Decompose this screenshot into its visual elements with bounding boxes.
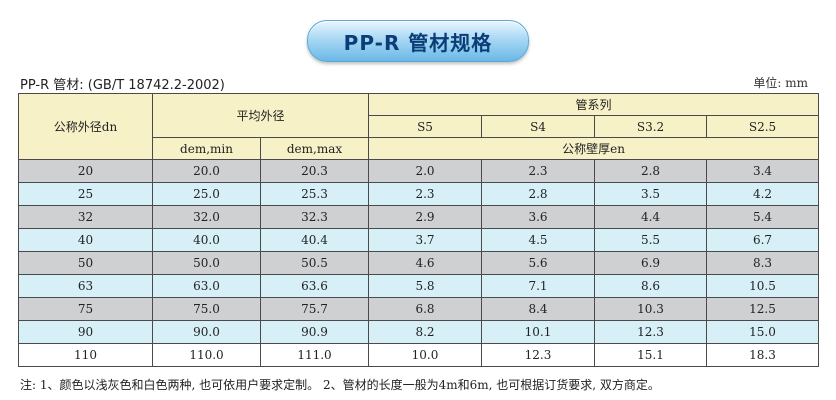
cell-dn: 40 xyxy=(18,228,153,252)
cell-s3-2: 8.6 xyxy=(594,274,708,298)
cell-dn: 50 xyxy=(18,251,153,275)
cell-dem-min: 20.0 xyxy=(152,159,261,183)
cell-s2-5: 4.2 xyxy=(706,182,820,206)
cell-s3-2: 10.3 xyxy=(594,297,708,321)
header-dem-max: dem,max xyxy=(259,137,370,160)
cell-s3-2: 4.4 xyxy=(594,205,708,229)
page-title: PP-R 管材规格 xyxy=(343,30,493,55)
header-wall-thickness: 公称壁厚en xyxy=(368,137,820,160)
cell-s2-5: 3.4 xyxy=(706,159,820,183)
cell-dem-max: 25.3 xyxy=(259,182,370,206)
cell-dn: 110 xyxy=(18,343,153,367)
cell-s3-2: 15.1 xyxy=(594,343,708,367)
cell-dem-max: 32.3 xyxy=(259,205,370,229)
cell-dem-min: 90.0 xyxy=(152,320,261,344)
table-row: 90 90.0 90.9 8.2 10.1 12.3 15.0 xyxy=(18,320,820,344)
cell-dn: 32 xyxy=(18,205,153,229)
table-row: 63 63.0 63.6 5.8 7.1 8.6 10.5 xyxy=(18,274,820,298)
header-dem-min: dem,min xyxy=(152,137,261,160)
cell-dn: 25 xyxy=(18,182,153,206)
cell-s4: 12.3 xyxy=(481,343,596,367)
cell-dn: 20 xyxy=(18,159,153,183)
standard-label: PP-R 管材: (GB/T 18742.2-2002) xyxy=(20,78,225,93)
cell-s2-5: 15.0 xyxy=(706,320,820,344)
cell-s3-2: 12.3 xyxy=(594,320,708,344)
table-row: 75 75.0 75.7 6.8 8.4 10.3 12.5 xyxy=(18,297,820,321)
cell-dem-max: 40.4 xyxy=(259,228,370,252)
cell-s5: 4.6 xyxy=(368,251,483,275)
cell-s5: 6.8 xyxy=(368,297,483,321)
cell-s2-5: 8.3 xyxy=(706,251,820,275)
cell-s5: 8.2 xyxy=(368,320,483,344)
header-series-s3-2: S3.2 xyxy=(594,115,708,138)
cell-s5: 3.7 xyxy=(368,228,483,252)
cell-s2-5: 6.7 xyxy=(706,228,820,252)
cell-dem-min: 40.0 xyxy=(152,228,261,252)
cell-dem-min: 25.0 xyxy=(152,182,261,206)
cell-dem-max: 20.3 xyxy=(259,159,370,183)
cell-s2-5: 18.3 xyxy=(706,343,820,367)
cell-s2-5: 10.5 xyxy=(706,274,820,298)
header-series-s2-5: S2.5 xyxy=(706,115,820,138)
cell-dn: 90 xyxy=(18,320,153,344)
header-average-od: 平均外径 xyxy=(151,93,370,138)
cell-dem-min: 50.0 xyxy=(152,251,261,275)
table-row: 32 32.0 32.3 2.9 3.6 4.4 5.4 xyxy=(18,205,820,229)
cell-s4: 7.1 xyxy=(481,274,596,298)
header-series-s5: S5 xyxy=(368,115,483,138)
cell-dem-max: 75.7 xyxy=(259,297,370,321)
cell-s4: 2.3 xyxy=(481,159,596,183)
table-row: 40 40.0 40.4 3.7 4.5 5.5 6.7 xyxy=(18,228,820,252)
cell-s4: 3.6 xyxy=(481,205,596,229)
cell-dn: 63 xyxy=(18,274,153,298)
table-row: 20 20.0 20.3 2.0 2.3 2.8 3.4 xyxy=(18,159,820,183)
cell-s2-5: 12.5 xyxy=(706,297,820,321)
header-pipe-series: 管系列 xyxy=(368,93,820,116)
cell-dem-min: 110.0 xyxy=(152,343,261,367)
cell-s3-2: 5.5 xyxy=(594,228,708,252)
table-row: 50 50.0 50.5 4.6 5.6 6.9 8.3 xyxy=(18,251,820,275)
cell-s5: 2.9 xyxy=(368,205,483,229)
cell-s4: 2.8 xyxy=(481,182,596,206)
header-series-s4: S4 xyxy=(481,115,596,138)
cell-dem-max: 63.6 xyxy=(259,274,370,298)
cell-dem-max: 50.5 xyxy=(259,251,370,275)
cell-s5: 5.8 xyxy=(368,274,483,298)
title-banner: PP-R 管材规格 xyxy=(307,20,529,62)
footnote: 注: 1、颜色以浅灰色和白色两种, 也可依用户要求定制。 2、管材的长度一般为4… xyxy=(20,378,660,392)
cell-dem-min: 75.0 xyxy=(152,297,261,321)
cell-s3-2: 3.5 xyxy=(594,182,708,206)
cell-s3-2: 2.8 xyxy=(594,159,708,183)
cell-s2-5: 5.4 xyxy=(706,205,820,229)
cell-s5: 2.3 xyxy=(368,182,483,206)
cell-s4: 8.4 xyxy=(481,297,596,321)
cell-s5: 10.0 xyxy=(368,343,483,367)
header-nominal-od: 公称外径dn xyxy=(18,93,153,160)
table-row: 110 110.0 111.0 10.0 12.3 15.1 18.3 xyxy=(18,343,820,367)
cell-dem-min: 63.0 xyxy=(152,274,261,298)
cell-dem-max: 111.0 xyxy=(259,343,370,367)
spec-table: 公称外径dn 平均外径 管系列 S5 S4 S3.2 S2.5 dem,min … xyxy=(18,93,820,367)
cell-s4: 4.5 xyxy=(481,228,596,252)
cell-dem-min: 32.0 xyxy=(152,205,261,229)
cell-dem-max: 90.9 xyxy=(259,320,370,344)
cell-s3-2: 6.9 xyxy=(594,251,708,275)
table-row: 25 25.0 25.3 2.3 2.8 3.5 4.2 xyxy=(18,182,820,206)
cell-s4: 10.1 xyxy=(481,320,596,344)
unit-label: 单位: mm xyxy=(753,76,808,90)
cell-dn: 75 xyxy=(18,297,153,321)
cell-s5: 2.0 xyxy=(368,159,483,183)
cell-s4: 5.6 xyxy=(481,251,596,275)
